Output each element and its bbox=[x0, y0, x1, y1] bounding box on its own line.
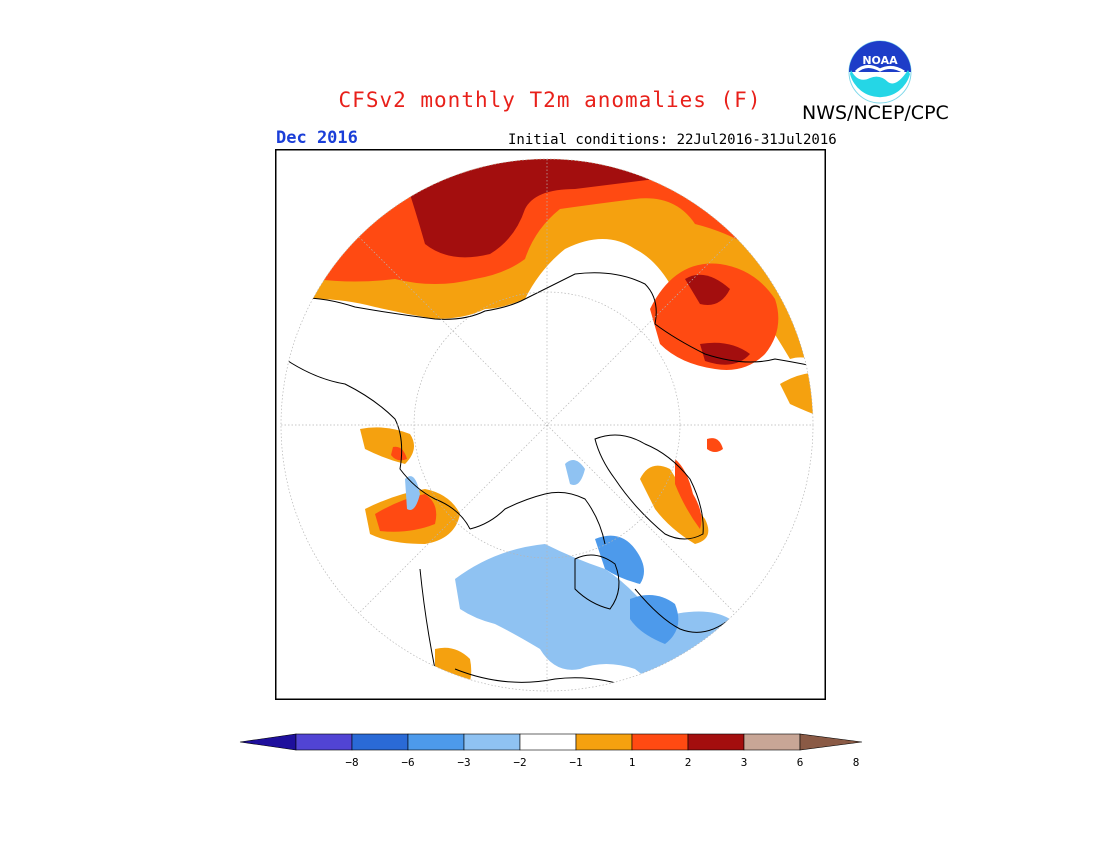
legend-tick-label: 6 bbox=[797, 756, 804, 769]
warm-mideast-orange bbox=[780, 372, 813, 419]
coastline-greenland bbox=[594, 434, 704, 540]
cold-bc-light bbox=[405, 476, 420, 510]
initial-conditions: Initial conditions: 22Jul2016-31Jul2016 bbox=[508, 132, 837, 148]
coastlines bbox=[281, 272, 813, 690]
anomaly-field bbox=[281, 159, 813, 691]
legend-swatch bbox=[743, 733, 801, 751]
coastline-east-canada bbox=[634, 588, 731, 633]
legend-tick-label: 3 bbox=[741, 756, 748, 769]
legend-swatch bbox=[687, 733, 745, 751]
legend-tick-label: −6 bbox=[401, 756, 414, 769]
cold-baffin-light bbox=[565, 460, 585, 485]
legend-swatch bbox=[631, 733, 689, 751]
legend-swatch-below-min bbox=[239, 733, 297, 751]
coastline-canada bbox=[469, 491, 606, 545]
warm-iceland-red bbox=[707, 438, 723, 452]
legend-swatch bbox=[351, 733, 409, 751]
warm-bering-red bbox=[391, 446, 407, 461]
logo-text: NOAA bbox=[862, 54, 898, 67]
legend-tick-label: 2 bbox=[685, 756, 692, 769]
polar-map bbox=[275, 149, 826, 700]
organization-label: NWS/NCEP/CPC bbox=[802, 102, 949, 124]
coastline-us bbox=[419, 568, 636, 690]
legend-tick-label: −8 bbox=[345, 756, 358, 769]
graticule bbox=[280, 158, 814, 692]
legend-tick-label: 8 bbox=[853, 756, 860, 769]
legend-swatch bbox=[407, 733, 465, 751]
warm-greenland-orange bbox=[640, 465, 709, 544]
coastline-eurasia bbox=[281, 272, 813, 370]
warm-gulf-alaska-red bbox=[375, 494, 437, 532]
cold-hudson-mid bbox=[630, 595, 679, 644]
warm-band-darkred bbox=[405, 159, 655, 258]
cold-canada-mid bbox=[595, 535, 644, 584]
warm-europe-darkred-2 bbox=[700, 342, 750, 365]
coastline-alaska bbox=[284, 358, 471, 530]
legend-swatch-above-max bbox=[799, 733, 863, 751]
legend-tick-label: −3 bbox=[457, 756, 470, 769]
color-legend: −8 −6 −3 −2 −1 1 2 3 6 8 bbox=[239, 733, 863, 769]
legend-swatch bbox=[463, 733, 521, 751]
legend-tick-label: −2 bbox=[513, 756, 526, 769]
map-frame bbox=[275, 149, 826, 700]
warm-europe-red bbox=[650, 263, 779, 370]
warm-europe-darkred bbox=[685, 274, 730, 305]
coastline-hudson bbox=[574, 554, 620, 610]
legend-swatch bbox=[519, 733, 577, 751]
legend-swatch bbox=[575, 733, 633, 751]
legend-tick-label: −1 bbox=[569, 756, 582, 769]
forecast-month: Dec 2016 bbox=[276, 128, 358, 148]
legend-tick-label: 1 bbox=[629, 756, 636, 769]
legend-swatch bbox=[295, 733, 353, 751]
noaa-logo: NOAA bbox=[848, 40, 912, 104]
warm-greenland-red bbox=[675, 459, 702, 529]
cold-canada-light bbox=[455, 544, 731, 685]
chart-title: CFSv2 monthly T2m anomalies (F) bbox=[338, 88, 762, 112]
